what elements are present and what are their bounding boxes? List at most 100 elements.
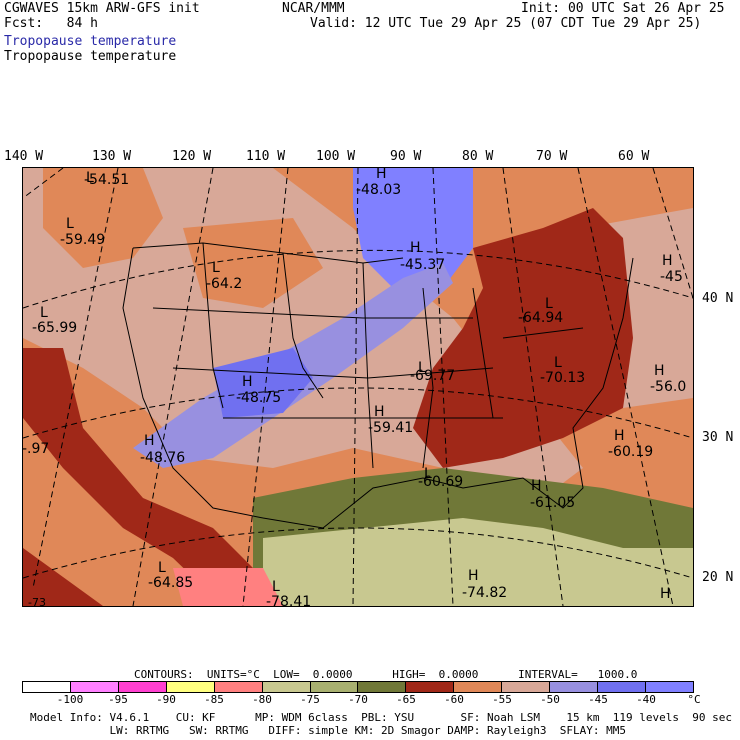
colorbar-swatch — [406, 682, 455, 692]
model-info-line2: LW: RRTMG SW: RRTMG DIFF: simple KM: 2D … — [30, 724, 627, 737]
region-dark-red-east — [413, 208, 633, 468]
map-label-value: -48.03 — [356, 182, 402, 198]
map-label-value: -45 — [660, 269, 683, 285]
map-label-letter: L — [554, 355, 562, 371]
colorbar-swatch — [550, 682, 599, 692]
colorbar-tick-label: -50 — [540, 693, 560, 706]
map-label-value: -45.37 — [400, 257, 446, 273]
colorbar-tick-label: -70 — [348, 693, 368, 706]
colorbar-tick-label: -100 — [56, 693, 84, 706]
map-label-letter: L — [545, 296, 553, 312]
meridian-60w — [652, 168, 693, 299]
map-label-letter: L — [40, 305, 48, 321]
colorbar-tick-label: -85 — [204, 693, 224, 706]
meridian-110w — [242, 168, 289, 606]
map-label-letter: L — [418, 360, 426, 376]
map-label-letter: H — [614, 428, 625, 444]
lat-label-40n: 40 N — [702, 291, 734, 306]
map-label-value: -48.75 — [236, 390, 282, 406]
colorbar-tick-label: -90 — [156, 693, 176, 706]
region-light-green-south — [263, 518, 693, 606]
colorbar — [22, 681, 694, 693]
map-label-value: -59.41 — [368, 420, 414, 436]
border-9 — [502, 327, 584, 339]
colorbar-swatch — [70, 682, 119, 692]
colorbar-swatch — [23, 682, 71, 692]
colorbar-swatch — [166, 682, 215, 692]
lon-label-80w: 80 W — [462, 149, 494, 164]
lat-label-30n: 30 N — [702, 430, 734, 445]
map-label-letter: H — [468, 568, 479, 584]
map-label-value: -48.76 — [140, 450, 186, 466]
map-canvas — [23, 168, 693, 606]
parallel-20n — [23, 527, 693, 579]
gulf-east-coast — [262, 257, 634, 529]
valid-time: Valid: 12 UTC Tue 29 Apr 25 (07 CDT Tue … — [310, 16, 702, 31]
meridian-90w — [432, 168, 454, 606]
region-orange-central — [183, 218, 323, 308]
map-label-value: -64.85 — [148, 575, 194, 591]
colorbar-swatch — [598, 682, 646, 692]
map-label-letter: H — [660, 586, 671, 602]
border-8 — [472, 287, 494, 419]
colorbar-tick-label: -75 — [300, 693, 320, 706]
map-label-value: -.97 — [22, 441, 50, 457]
field-title-blue: Tropopause temperature — [4, 34, 177, 49]
model-info-line1: Model Info: V4.6.1 CU: KF MP: WDM 6class… — [30, 711, 732, 724]
meridian-70w — [577, 168, 674, 606]
lon-label-120w: 120 W — [172, 149, 212, 164]
map-label-value: -70.13 — [540, 370, 586, 386]
colorbar-swatch — [118, 682, 167, 692]
map-label-letter: H — [531, 478, 542, 494]
map-label-letter: L — [66, 216, 74, 232]
map-label-letter: L — [158, 560, 166, 576]
map-label-letter: H — [374, 404, 385, 420]
map-label-letter: L — [212, 260, 220, 276]
meridian-100w — [352, 168, 359, 606]
lon-label-90w: 90 W — [390, 149, 422, 164]
map-label-letter: L — [424, 466, 432, 482]
region-salmon-sw — [173, 568, 283, 606]
contours-info: CONTOURS: UNITS=°C LOW= 0.0000 HIGH= 0.0… — [134, 668, 638, 681]
forecast-hour: Fcst: 84 h — [4, 16, 98, 31]
map-label-value: -74.82 — [462, 585, 508, 601]
colorbar-tick-label: -60 — [444, 693, 464, 706]
meridian-130w — [32, 168, 119, 589]
colorbar-tick-label: -95 — [108, 693, 128, 706]
colorbar-swatch — [358, 682, 407, 692]
west-coast — [122, 247, 264, 519]
colorbar-tick-label: -65 — [396, 693, 416, 706]
organization: NCAR/MMM — [282, 1, 345, 16]
border-3 — [362, 262, 374, 469]
border-7 — [422, 287, 434, 469]
map-label-value: -65.99 — [32, 320, 78, 336]
lon-label-140w: 140 W — [4, 149, 44, 164]
map-label-value: -59.49 — [60, 232, 106, 248]
graticule — [23, 168, 693, 606]
colorbar-tick-label: -80 — [252, 693, 272, 706]
map-label-value: -78.41 — [266, 594, 312, 610]
map-label-letter: L — [272, 579, 280, 595]
map-label-value: -61.05 — [530, 495, 576, 511]
parallel-30n — [23, 387, 693, 439]
colorbar-swatch — [454, 682, 503, 692]
parallel-40n — [23, 249, 693, 309]
map-label-value: -73 — [28, 596, 46, 609]
meridian-140w — [23, 168, 64, 199]
colorbar-swatch — [502, 682, 551, 692]
map-label-letter: H — [654, 363, 665, 379]
map-label-letter: H — [144, 433, 155, 449]
region-orange-nw — [43, 168, 163, 268]
border-5 — [172, 367, 494, 379]
map-label-value: -64.94 — [518, 310, 564, 326]
colorbar-swatch — [262, 682, 311, 692]
field-title-black: Tropopause temperature — [4, 49, 177, 64]
lon-label-110w: 110 W — [246, 149, 286, 164]
map-label-letter: H — [376, 166, 387, 182]
map-label-value: -60.19 — [608, 444, 654, 460]
state-boundaries — [122, 242, 634, 529]
colorbar-swatch — [310, 682, 359, 692]
model-title: CGWAVES 15km ARW-GFS init — [4, 1, 200, 16]
border-1 — [202, 242, 224, 409]
colorbar-swatch — [214, 682, 263, 692]
